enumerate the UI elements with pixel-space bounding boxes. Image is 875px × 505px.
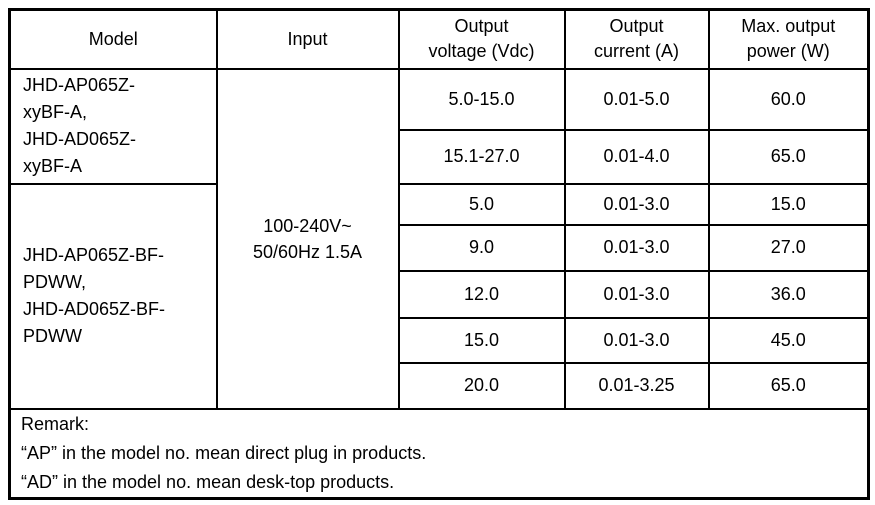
col-header-input: Input [215,8,400,70]
voltage-cell: 12.0 [397,269,566,319]
remark-line-ad: “AD” in the model no. mean desk-top prod… [21,471,395,492]
input-cell: 100-240V~ 50/60Hz 1.5A [215,67,400,410]
col-header-output-voltage: Output voltage (Vdc) [397,8,566,70]
power-cell: 36.0 [707,269,870,319]
header-row: Model Input Output voltage (Vdc) Output … [8,8,870,70]
remark-cell: Remark: “AP” in the model no. mean direc… [8,407,870,500]
table-row: 20.0 0.01-3.25 65.0 [10,361,870,410]
model-group-2-cell: JHD-AP065Z-BF- PDWW, JHD-AD065Z-BF- PDWW [8,182,218,410]
remark-line-ap: “AP” in the model no. mean direct plug i… [21,442,427,463]
current-cell: 0.01-3.0 [563,223,710,272]
current-cell: 0.01-4.0 [563,128,710,185]
remark-row: Remark: “AP” in the model no. mean direc… [8,407,870,500]
voltage-cell: 15.0 [397,316,566,364]
power-cell: 60.0 [707,67,870,131]
current-cell: 0.01-5.0 [563,67,710,131]
col-header-model: Model [8,8,218,70]
current-cell: 0.01-3.25 [563,361,710,410]
voltage-cell: 5.0-15.0 [397,67,566,131]
remark-label: Remark: [21,413,90,434]
table-row: 15.0 0.01-3.0 45.0 [10,316,870,364]
model-group-1-cell: JHD-AP065Z- xyBF-A, JHD-AD065Z- xyBF-A [8,67,218,185]
voltage-cell: 5.0 [397,182,566,226]
col-header-max-output-power: Max. output power (W) [707,8,870,70]
power-cell: 45.0 [707,316,870,364]
table-row: 12.0 0.01-3.0 36.0 [10,269,870,319]
voltage-cell: 15.1-27.0 [397,128,566,185]
power-cell: 65.0 [707,128,870,185]
power-cell: 27.0 [707,223,870,272]
table-row: JHD-AP065Z- xyBF-A, JHD-AD065Z- xyBF-A 1… [8,67,870,410]
current-cell: 0.01-3.0 [563,269,710,319]
table-row: JHD-AP065Z-BF- PDWW, JHD-AD065Z-BF- PDWW… [8,182,870,410]
voltage-cell: 20.0 [397,361,566,410]
power-cell: 15.0 [707,182,870,226]
spec-table: Model Input Output voltage (Vdc) Output … [8,8,870,500]
table-row: 15.1-27.0 0.01-4.0 65.0 [10,128,870,185]
table-row: 9.0 0.01-3.0 27.0 [10,223,870,272]
col-header-output-current: Output current (A) [563,8,710,70]
current-cell: 0.01-3.0 [563,316,710,364]
voltage-cell: 9.0 [397,223,566,272]
power-cell: 65.0 [707,361,870,410]
current-cell: 0.01-3.0 [563,182,710,226]
